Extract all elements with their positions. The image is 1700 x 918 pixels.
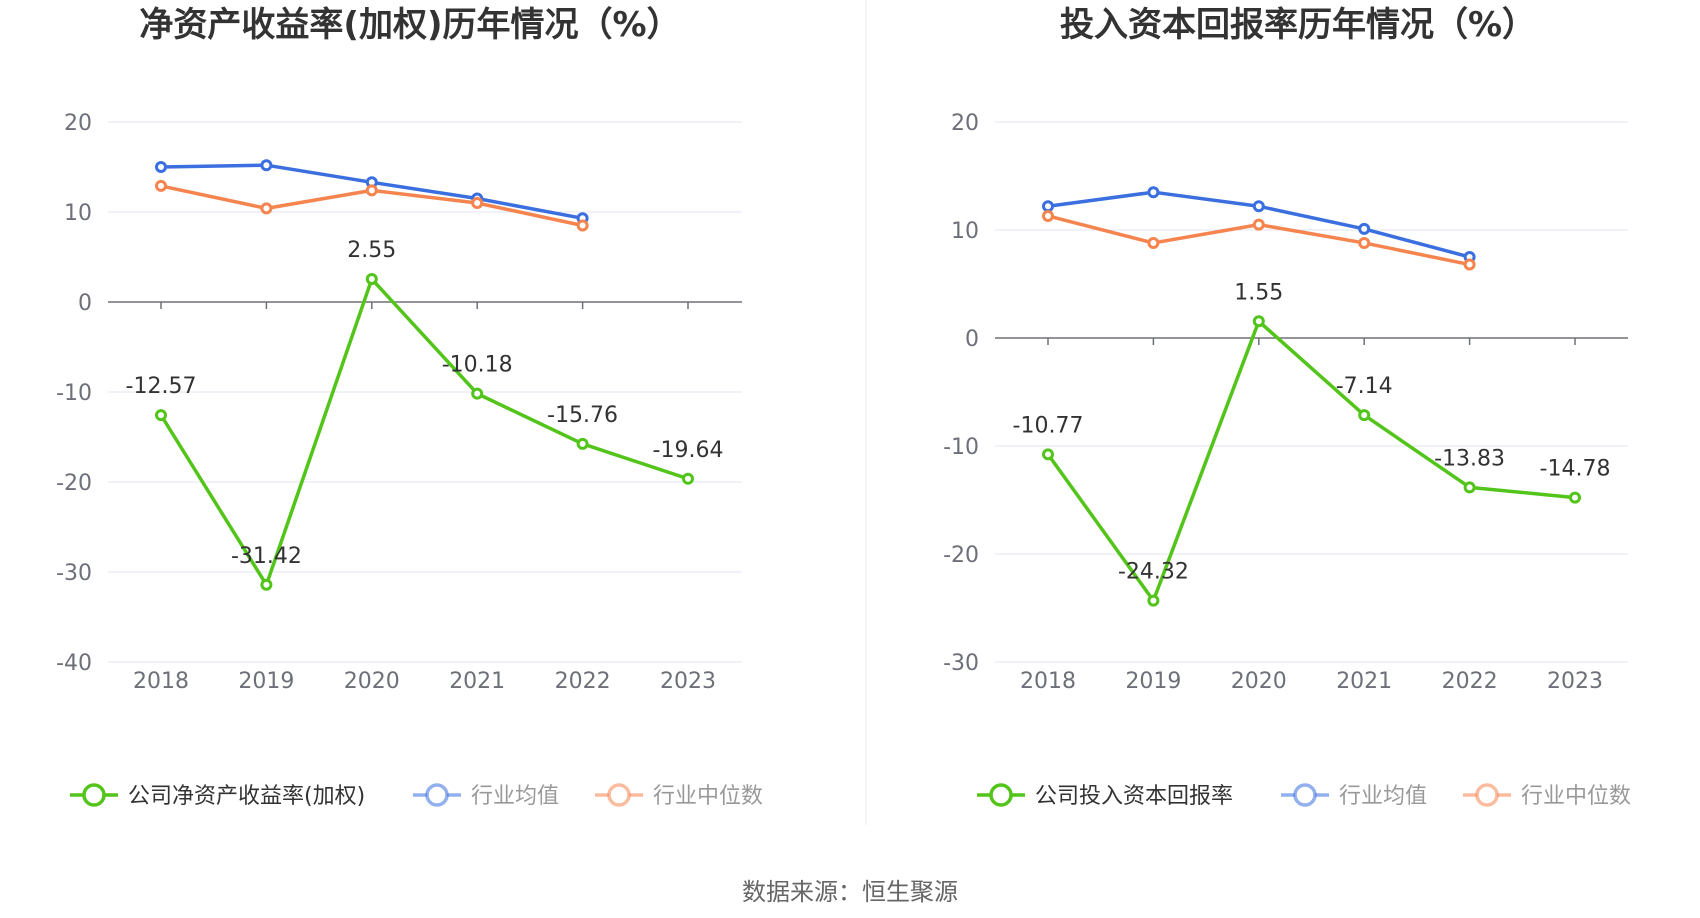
data-point[interactable] bbox=[260, 202, 273, 215]
legend-marker[interactable] bbox=[607, 783, 631, 807]
y-tick-label: -30 bbox=[56, 561, 92, 586]
data-label: -10.77 bbox=[1013, 413, 1084, 438]
data-point[interactable] bbox=[471, 387, 484, 400]
data-label: -31.42 bbox=[231, 544, 302, 569]
x-tick-label: 2019 bbox=[238, 669, 294, 694]
y-tick-label: -30 bbox=[943, 651, 979, 676]
data-point[interactable] bbox=[576, 219, 589, 232]
data-point[interactable] bbox=[1252, 200, 1265, 213]
x-tick-label: 2022 bbox=[555, 669, 611, 694]
y-tick-label: -40 bbox=[56, 651, 92, 676]
data-point[interactable] bbox=[471, 197, 484, 209]
x-tick-label: 2021 bbox=[449, 669, 505, 694]
x-tick-label: 2023 bbox=[660, 669, 716, 694]
legend-label[interactable]: 行业均值 bbox=[1339, 784, 1427, 809]
legend-marker[interactable] bbox=[1475, 783, 1499, 807]
data-point[interactable] bbox=[365, 184, 378, 197]
data-label: -15.76 bbox=[547, 403, 618, 428]
data-point[interactable] bbox=[1358, 222, 1371, 235]
data-point[interactable] bbox=[1042, 448, 1054, 461]
legend-marker[interactable] bbox=[82, 783, 106, 807]
legend-label[interactable]: 行业中位数 bbox=[653, 784, 763, 809]
data-label: 2.55 bbox=[347, 238, 396, 263]
data-label: 1.55 bbox=[1234, 280, 1283, 305]
x-tick-label: 2022 bbox=[1442, 669, 1498, 694]
data-point[interactable] bbox=[1252, 315, 1265, 328]
data-label: -13.83 bbox=[1434, 446, 1505, 471]
x-tick-label: 2023 bbox=[1547, 669, 1603, 694]
data-point[interactable] bbox=[1463, 481, 1476, 494]
x-tick-label: 2020 bbox=[344, 669, 400, 694]
legend-label[interactable]: 公司净资产收益率(加权) bbox=[128, 784, 365, 809]
y-tick-label: 20 bbox=[951, 111, 979, 136]
x-tick-label: 2020 bbox=[1231, 669, 1287, 694]
y-tick-label: -20 bbox=[943, 543, 979, 568]
data-point[interactable] bbox=[155, 161, 167, 173]
data-point[interactable] bbox=[1147, 594, 1160, 607]
y-tick-label: 10 bbox=[64, 201, 92, 226]
y-tick-label: 0 bbox=[78, 291, 92, 316]
x-tick-label: 2018 bbox=[133, 669, 189, 694]
data-point[interactable] bbox=[1358, 409, 1371, 422]
data-point[interactable] bbox=[1569, 491, 1581, 504]
data-point[interactable] bbox=[682, 472, 694, 485]
data-point[interactable] bbox=[155, 179, 167, 192]
data-point[interactable] bbox=[260, 578, 273, 591]
x-tick-label: 2018 bbox=[1020, 669, 1076, 694]
data-label: -12.57 bbox=[126, 374, 197, 399]
x-tick-label: 2019 bbox=[1125, 669, 1181, 694]
y-tick-label: -10 bbox=[56, 381, 92, 406]
chart-title-1: 净资产收益率(加权)历年情况（%） bbox=[139, 5, 680, 45]
data-point[interactable] bbox=[1147, 236, 1160, 249]
y-tick-label: -10 bbox=[943, 435, 979, 460]
series-line bbox=[1046, 319, 1576, 603]
series-line bbox=[159, 277, 689, 587]
legend-marker[interactable] bbox=[425, 783, 449, 807]
data-point[interactable] bbox=[1042, 200, 1054, 213]
data-label: -24.32 bbox=[1118, 560, 1189, 585]
chart-title-2: 投入资本回报率历年情况（%） bbox=[1060, 5, 1536, 45]
data-label: -19.64 bbox=[653, 438, 724, 463]
data-point[interactable] bbox=[1252, 218, 1265, 231]
data-point[interactable] bbox=[1147, 186, 1160, 199]
y-tick-label: 0 bbox=[965, 327, 979, 352]
data-label: -14.78 bbox=[1540, 457, 1611, 482]
data-point[interactable] bbox=[1042, 209, 1054, 222]
data-point[interactable] bbox=[1463, 258, 1476, 271]
y-tick-label: -20 bbox=[56, 471, 92, 496]
data-point[interactable] bbox=[260, 159, 273, 172]
legend-marker[interactable] bbox=[989, 783, 1013, 807]
data-point[interactable] bbox=[365, 273, 378, 286]
legend-marker[interactable] bbox=[1293, 783, 1317, 807]
data-point[interactable] bbox=[155, 409, 167, 422]
legend-label[interactable]: 行业中位数 bbox=[1521, 784, 1631, 809]
data-label: -10.18 bbox=[442, 353, 513, 378]
data-point[interactable] bbox=[1358, 236, 1371, 249]
legend-label[interactable]: 行业均值 bbox=[471, 784, 559, 809]
x-tick-label: 2021 bbox=[1336, 669, 1392, 694]
y-tick-label: 20 bbox=[64, 111, 92, 136]
y-tick-label: 10 bbox=[951, 219, 979, 244]
data-point[interactable] bbox=[576, 437, 589, 450]
data-label: -7.14 bbox=[1336, 374, 1393, 399]
legend-label[interactable]: 公司投入资本回报率 bbox=[1035, 784, 1233, 809]
source-note: 数据来源：恒生聚源 bbox=[742, 878, 958, 906]
